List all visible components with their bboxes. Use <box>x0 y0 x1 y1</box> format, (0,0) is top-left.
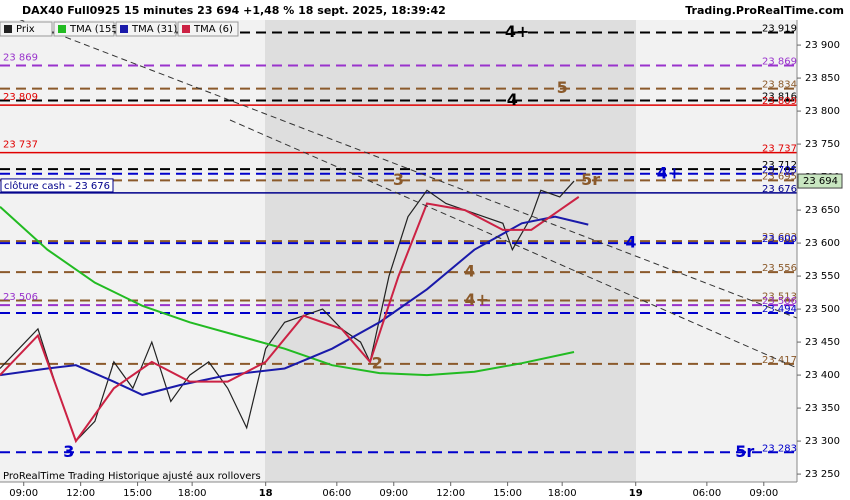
y-tick-label: 23 550 <box>805 271 840 282</box>
session-band <box>636 20 797 482</box>
legend-box <box>177 21 239 37</box>
chart-title: DAX40 Full0925 15 minutes 23 694 +1,48 %… <box>22 4 446 17</box>
y-tick-label: 23 900 <box>805 40 840 51</box>
y-tick-label: 23 750 <box>805 139 840 150</box>
level-label: 23 869 <box>762 57 797 68</box>
level-marker: 3 <box>393 170 404 189</box>
legend-label: TMA (155) <box>69 24 122 35</box>
level-label: 23 705 <box>762 165 797 176</box>
session-band <box>0 20 265 482</box>
x-tick-label: 09:00 <box>9 488 38 499</box>
level-label: 23 506 <box>762 296 797 307</box>
level-label-left: 23 506 <box>3 292 38 303</box>
y-tick-label: 23 450 <box>805 337 840 348</box>
footer: ProRealTime Trading Historique ajusté au… <box>3 470 261 482</box>
series-line <box>0 215 589 396</box>
y-tick-label: 23 400 <box>805 370 840 381</box>
session-band <box>265 20 636 482</box>
series-line <box>0 196 580 444</box>
legend-swatch <box>120 25 128 33</box>
level-label: 23 603 <box>762 232 797 243</box>
level-label: 23 816 <box>762 92 797 103</box>
legend-swatch <box>4 25 12 33</box>
level-label: 23 695 <box>762 171 797 182</box>
x-tick-label: 09:00 <box>749 488 778 499</box>
y-tick-label: 23 800 <box>805 106 840 117</box>
level-marker: 4 <box>625 233 636 252</box>
legend: Prix TMA (155) TMA (31) TMA (6) <box>0 21 239 37</box>
x-tick-label: 15:00 <box>123 488 152 499</box>
level-marker: 5r <box>581 170 600 189</box>
last-price-box <box>797 173 843 189</box>
x-tick-label: 12:00 <box>66 488 95 499</box>
level-marker: 3 <box>63 442 74 461</box>
level-marker: 5r <box>735 442 754 461</box>
level-label-left: 23 809 <box>3 92 38 103</box>
last-price-label: 23 694 <box>803 176 838 187</box>
level-marker: 4+ <box>465 290 490 309</box>
level-label: 23 737 <box>762 144 797 155</box>
level-marker: 4+ <box>505 22 530 41</box>
level-label: 23 417 <box>762 355 797 366</box>
legend-label: TMA (6) <box>193 24 233 35</box>
level-label: 23 834 <box>762 80 797 91</box>
x-tick-label: 18 <box>259 488 273 499</box>
level-label: 23 919 <box>762 24 797 35</box>
level-marker: 4 <box>507 90 518 109</box>
y-tick-label: 23 600 <box>805 238 840 249</box>
x-tick-label: 06:00 <box>692 488 721 499</box>
trendline <box>0 11 798 319</box>
y-tick-label: 23 650 <box>805 205 840 216</box>
close-label-box <box>0 178 114 193</box>
level-label: 23 494 <box>762 304 797 315</box>
level-label: 23 556 <box>762 263 797 274</box>
level-marker: 2 <box>372 353 383 372</box>
x-tick-label: 09:00 <box>379 488 408 499</box>
legend-label: TMA (31) <box>131 24 177 35</box>
legend-box <box>53 21 115 37</box>
level-label: 23 283 <box>762 443 797 454</box>
level-label: 23 513 <box>762 292 797 303</box>
x-tick-label: 06:00 <box>322 488 351 499</box>
level-label-left: 23 737 <box>3 140 38 151</box>
y-tick-label: 23 300 <box>805 436 840 447</box>
series-line <box>0 206 575 377</box>
level-label: 23 712 <box>762 160 797 171</box>
level-marker: 4+ <box>657 163 682 182</box>
x-tick-label: 12:00 <box>436 488 465 499</box>
y-tick-label: 23 850 <box>805 73 840 84</box>
x-tick-label: 18:00 <box>548 488 577 499</box>
legend-box <box>115 21 177 37</box>
trendline <box>229 119 798 369</box>
legend-swatch <box>58 25 66 33</box>
level-label-left: 23 869 <box>3 53 38 64</box>
header-bar <box>0 0 850 20</box>
level-label: 23 600 <box>762 234 797 245</box>
x-tick-label: 18:00 <box>178 488 207 499</box>
y-tick-label: 23 250 <box>805 469 840 480</box>
level-marker: 4 <box>464 262 475 281</box>
legend-box <box>0 21 53 37</box>
level-label: 23 809 <box>762 96 797 107</box>
y-tick-label: 23 350 <box>805 403 840 414</box>
x-tick-label: 15:00 <box>493 488 522 499</box>
level-label: 23 676 <box>762 184 797 195</box>
source: Trading.ProRealTime.com <box>685 4 844 17</box>
x-tick-label: 19 <box>629 488 643 499</box>
legend-label: Prix <box>16 24 35 35</box>
level-marker: 5 <box>557 78 568 97</box>
legend-swatch <box>182 25 190 33</box>
close-label: clôture cash - 23 676 <box>4 180 110 192</box>
y-tick-label: 23 500 <box>805 304 840 315</box>
